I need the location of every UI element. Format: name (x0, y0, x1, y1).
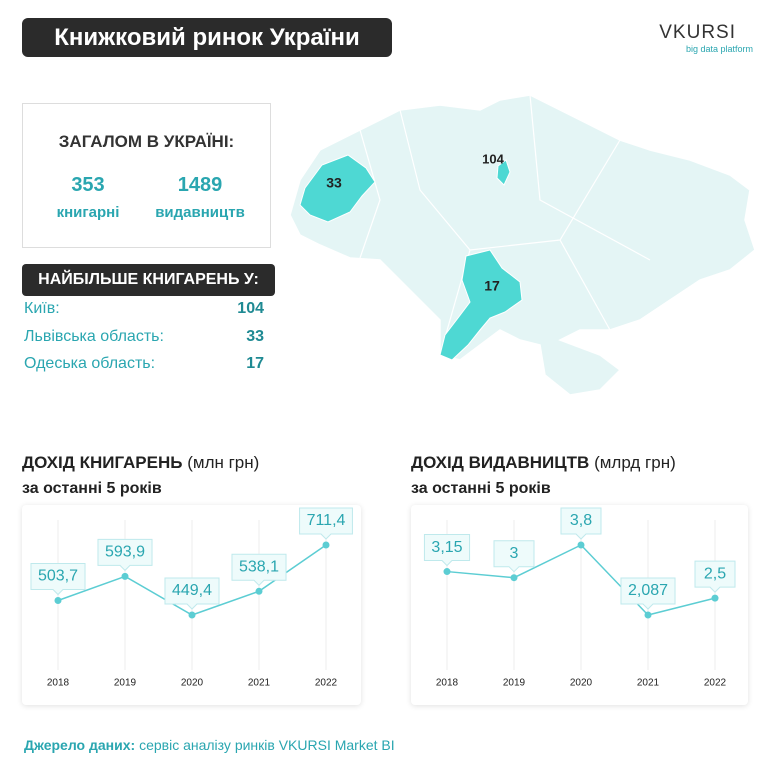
value-label: 3,15 (423, 534, 471, 567)
label-box (423, 534, 471, 567)
chart-subtitle: за останні 5 років (411, 480, 551, 497)
chart: 2018 2019 2020 2021 2022 3,15 3 3,8 2,087 2,5 (423, 507, 736, 689)
value-label: 538,1 (231, 553, 287, 587)
value-label-text: 3,15 (431, 539, 462, 556)
chart-title: ДОХІД ВИДАВНИЦТВ (411, 453, 590, 472)
chart-heading: ДОХІД ВИДАВНИЦТВ (млрд грн) (411, 453, 676, 473)
point (510, 574, 518, 582)
x-tick-label: 2022 (315, 678, 338, 689)
x-tick-label: 2021 (248, 678, 271, 689)
point (188, 611, 196, 619)
x-tick-label: 2019 (503, 678, 526, 689)
value-label: 593,9 (97, 538, 153, 572)
region-odesa (439, 249, 523, 361)
stat-label: видавництв (155, 204, 245, 221)
top-name: Одеська область: (24, 355, 156, 372)
chart-unit: (млрд грн) (594, 453, 676, 472)
map-label: 17 (484, 278, 500, 294)
value-label-text: 503,7 (38, 568, 78, 585)
x-tick-label: 2022 (704, 678, 727, 689)
label-box (560, 507, 602, 540)
point (121, 572, 129, 580)
value-label-text: 593,9 (105, 544, 145, 561)
label-box (493, 540, 535, 573)
brand: VKURSI (659, 22, 736, 43)
value-label-text: 538,1 (239, 559, 279, 576)
top-value: 17 (246, 355, 264, 372)
stat-value: 1489 (177, 174, 223, 196)
chart-card: 2018 2019 2020 2021 2022 503,7 593,9 449,4 538,1… (22, 505, 361, 705)
point (443, 568, 451, 576)
value-label: 3,8 (560, 507, 602, 540)
chart: 2018 2019 2020 2021 2022 503,7 593,9 449,4 538,1… (30, 507, 353, 689)
label-box (97, 538, 153, 572)
chart-subtitle: за останні 5 років (22, 480, 162, 497)
value-label: 503,7 (30, 562, 86, 596)
value-label: 711,4 (299, 507, 353, 540)
top-name: Київ: (24, 300, 60, 317)
x-tick-label: 2018 (47, 678, 70, 689)
value-label-text: 3,8 (570, 512, 592, 529)
value-label-text: 449,4 (172, 582, 212, 599)
value-label: 2,087 (620, 577, 676, 610)
label-box (30, 562, 86, 596)
x-tick-label: 2020 (181, 678, 204, 689)
map: 33 104 17 (289, 94, 756, 396)
x-tick-label: 2018 (436, 678, 459, 689)
x-tick-label: 2019 (114, 678, 137, 689)
map-label: 104 (482, 151, 504, 166)
summary-title: ЗАГАЛОМ В УКРАЇНІ: (58, 132, 235, 151)
header-title: Книжковий ринок України (22, 18, 392, 57)
top-value: 104 (237, 300, 264, 317)
value-label: 449,4 (164, 577, 220, 610)
label-box (694, 560, 736, 593)
label-box (620, 577, 676, 610)
value-label-text: 2,087 (628, 582, 668, 599)
source-text: сервіс аналізу ринків VKURSI Market BI (139, 737, 395, 753)
value-label: 3 (493, 540, 535, 573)
point (54, 596, 62, 604)
label-box (299, 507, 353, 540)
brand-sub: big data platform (686, 44, 754, 54)
country (289, 94, 756, 396)
chart-unit: (млн грн) (187, 453, 260, 472)
label-box (231, 553, 287, 587)
region-kyiv (496, 159, 511, 186)
top-title: НАЙБІЛЬШЕ КНИГАРЕНЬ У: (22, 264, 275, 296)
chart-title: ДОХІД КНИГАРЕНЬ (22, 453, 183, 472)
value-label-text: 3 (510, 545, 519, 562)
source-label: Джерело даних: (24, 737, 136, 753)
label-box (164, 577, 220, 610)
region-lviv (299, 154, 376, 223)
x-tick-label: 2020 (570, 678, 593, 689)
point (255, 587, 263, 595)
value-label: 2,5 (694, 560, 736, 593)
point (711, 594, 719, 602)
source: Джерело даних: сервіс аналізу ринків VKU… (24, 737, 395, 753)
borders (359, 94, 651, 356)
map-label: 33 (326, 175, 342, 191)
x-tick-label: 2021 (637, 678, 660, 689)
chart-card: 2018 2019 2020 2021 2022 3,15 3 3,8 2,087 2,5 (411, 505, 748, 705)
value-label-text: 2,5 (704, 565, 726, 582)
top-name: Львівська область: (24, 328, 164, 345)
stat-label: книгарні (56, 204, 120, 221)
value-label-text: 711,4 (307, 512, 346, 529)
top-value: 33 (246, 328, 264, 345)
point (322, 541, 330, 549)
point (644, 611, 652, 619)
chart-heading: ДОХІД КНИГАРЕНЬ (млн грн) (22, 453, 259, 473)
point (577, 541, 585, 549)
stat-value: 353 (71, 174, 105, 196)
summary-box: ЗАГАЛОМ В УКРАЇНІ: 353 книгарні 1489 вид… (22, 103, 271, 248)
